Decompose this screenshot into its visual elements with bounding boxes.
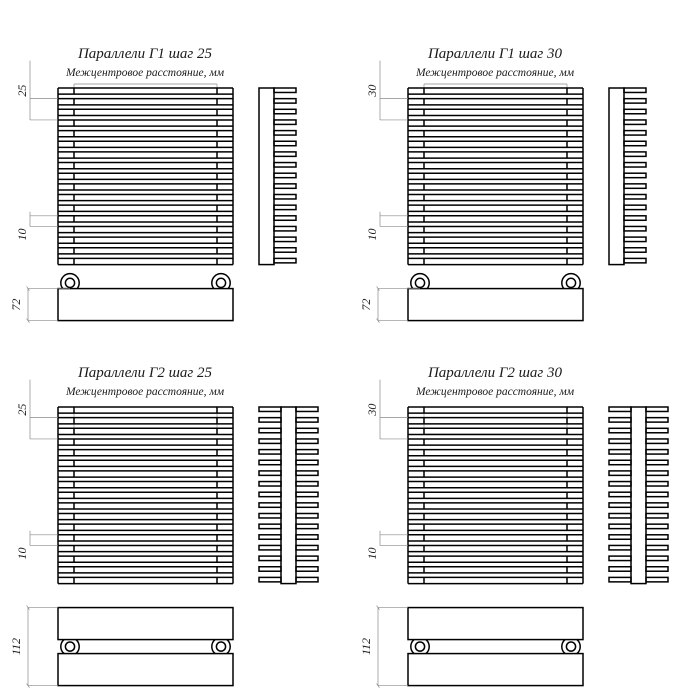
svg-text:72: 72: [359, 299, 373, 311]
svg-text:72: 72: [9, 299, 23, 311]
svg-text:10: 10: [15, 228, 29, 240]
svg-text:30: 30: [365, 85, 379, 98]
svg-text:Межцентровое расстояние, мм: Межцентровое расстояние, мм: [415, 386, 575, 398]
svg-text:10: 10: [365, 547, 379, 559]
svg-text:Параллели Г1 шаг 25: Параллели Г1 шаг 25: [77, 46, 213, 62]
svg-text:Параллели Г2 шаг 25: Параллели Г2 шаг 25: [77, 365, 213, 381]
svg-text:Межцентровое расстояние, мм: Межцентровое расстояние, мм: [65, 386, 225, 398]
svg-text:Параллели Г1 шаг 30: Параллели Г1 шаг 30: [427, 46, 563, 62]
svg-text:Параллели Г2 шаг 30: Параллели Г2 шаг 30: [427, 365, 563, 381]
svg-text:25: 25: [15, 404, 29, 416]
svg-text:Межцентровое расстояние, мм: Межцентровое расстояние, мм: [415, 67, 575, 79]
svg-text:30: 30: [365, 404, 379, 417]
svg-text:25: 25: [15, 85, 29, 97]
svg-text:112: 112: [9, 638, 23, 655]
svg-text:Межцентровое расстояние, мм: Межцентровое расстояние, мм: [65, 67, 225, 79]
svg-text:112: 112: [359, 638, 373, 655]
svg-text:10: 10: [365, 228, 379, 240]
svg-text:10: 10: [15, 547, 29, 559]
